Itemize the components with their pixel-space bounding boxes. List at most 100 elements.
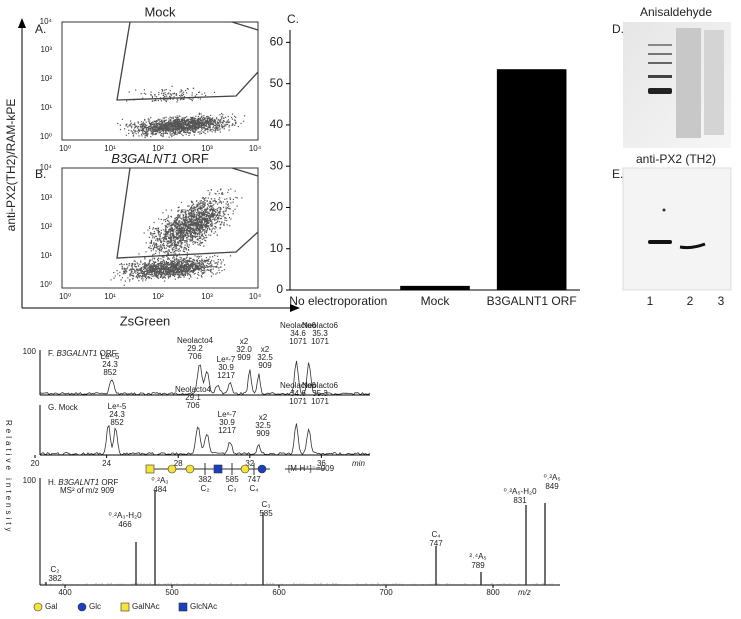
dot — [153, 269, 155, 272]
dot — [209, 215, 211, 218]
dot — [141, 270, 143, 272]
dot — [186, 267, 188, 269]
dot — [172, 260, 174, 262]
dot — [179, 91, 181, 93]
dot — [182, 134, 184, 137]
dot — [175, 269, 177, 271]
dot — [119, 128, 122, 131]
dot — [192, 271, 195, 273]
dot — [181, 273, 183, 275]
dot — [153, 221, 155, 224]
dot — [184, 220, 186, 222]
dot — [173, 224, 175, 226]
dot — [154, 228, 156, 230]
dot — [161, 88, 163, 91]
dot — [156, 244, 158, 246]
dot — [190, 218, 192, 220]
dot — [177, 267, 179, 269]
dot — [194, 206, 196, 209]
dot — [182, 214, 184, 216]
dot — [167, 258, 169, 260]
dot — [199, 218, 201, 220]
dot — [203, 238, 205, 240]
dot — [180, 130, 182, 133]
dot — [210, 198, 212, 200]
dot — [175, 267, 177, 269]
dot — [131, 265, 133, 268]
dot — [177, 124, 180, 126]
dot — [176, 244, 178, 247]
dot — [128, 269, 131, 271]
dot — [226, 206, 229, 209]
dot — [176, 127, 178, 129]
dot — [215, 202, 217, 204]
dot — [207, 211, 209, 213]
dot — [135, 89, 137, 91]
dot — [129, 120, 132, 122]
dot — [199, 123, 201, 125]
y-tick-label: 10⁰ — [40, 280, 52, 289]
dot — [179, 132, 181, 134]
dot — [176, 122, 178, 125]
dot — [139, 275, 142, 277]
dot — [181, 133, 183, 135]
dot — [175, 125, 177, 128]
dot — [168, 223, 170, 225]
dot — [221, 121, 223, 123]
dot — [194, 219, 197, 221]
dot — [210, 216, 212, 218]
dot — [215, 262, 217, 264]
dot — [160, 262, 163, 265]
dot — [183, 125, 185, 127]
dot — [183, 231, 185, 234]
dot — [188, 278, 190, 280]
dot — [156, 123, 158, 125]
dot — [175, 131, 177, 134]
dot — [209, 210, 212, 212]
dot — [197, 238, 199, 240]
dot — [175, 257, 177, 259]
dot — [183, 128, 185, 130]
dot — [167, 275, 169, 277]
dot — [145, 130, 147, 132]
dot — [205, 259, 207, 262]
dot — [157, 126, 160, 128]
dot — [146, 131, 148, 133]
dot — [212, 227, 214, 229]
dot — [147, 130, 149, 132]
dot — [162, 130, 165, 132]
dot — [188, 223, 190, 225]
dot — [167, 257, 169, 259]
dot — [155, 274, 158, 276]
dot — [137, 130, 139, 132]
dot — [195, 262, 197, 264]
dot — [161, 250, 163, 252]
dot — [191, 123, 193, 125]
dot — [190, 257, 192, 259]
dot — [144, 273, 146, 275]
dot — [141, 125, 144, 128]
dot — [151, 270, 153, 272]
dot — [212, 268, 214, 270]
dot — [195, 207, 197, 209]
dot — [182, 129, 184, 131]
dot — [170, 263, 173, 266]
dot — [208, 269, 210, 272]
dot — [164, 267, 166, 269]
dot — [187, 225, 189, 227]
dot — [142, 97, 144, 99]
dot — [198, 226, 200, 228]
fragment-mass: 585 — [225, 475, 239, 484]
x-tick-label: 10¹ — [104, 144, 116, 153]
dot — [197, 121, 199, 123]
dot — [154, 272, 156, 274]
dot — [147, 131, 149, 133]
dot — [198, 231, 200, 233]
dot — [174, 223, 176, 225]
dot — [160, 271, 162, 273]
dot — [167, 262, 169, 264]
dot — [172, 121, 174, 123]
dot — [177, 224, 179, 226]
dot — [198, 213, 200, 215]
dot — [198, 264, 201, 266]
